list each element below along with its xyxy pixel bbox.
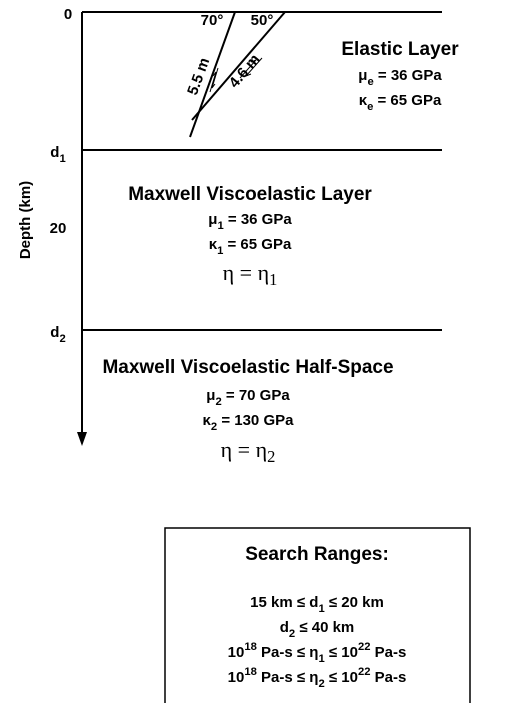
subscript: 2 bbox=[215, 396, 221, 408]
subscript: 1 bbox=[318, 603, 324, 615]
text-part: = 36 GPa bbox=[224, 211, 293, 228]
text-part: Pa-s ≤ η bbox=[257, 669, 319, 686]
text-part: μ bbox=[206, 387, 215, 404]
layer-property: μ1 = 36 GPa bbox=[208, 211, 292, 232]
subscript: 1 bbox=[318, 653, 324, 665]
text-part: d bbox=[280, 619, 289, 636]
text-part: Pa-s bbox=[370, 644, 406, 661]
fault bbox=[189, 11, 236, 138]
text-part: 10 bbox=[228, 644, 245, 661]
text-part: = 130 GPa bbox=[217, 412, 294, 429]
axis-arrow bbox=[77, 432, 87, 446]
search-title: Search Ranges: bbox=[245, 544, 389, 565]
superscript: 22 bbox=[358, 641, 371, 653]
text-part: ≤ 10 bbox=[325, 669, 358, 686]
subscript: 2 bbox=[318, 678, 324, 690]
text-part: κ bbox=[209, 236, 218, 253]
fault-angle: 50° bbox=[251, 12, 274, 29]
subscript: 1 bbox=[269, 270, 277, 289]
layer-property: η = η2 bbox=[221, 437, 276, 466]
search-box bbox=[164, 527, 471, 703]
layer-title: Maxwell Viscoelastic Half-Space bbox=[102, 357, 393, 378]
text-part: 10 bbox=[228, 669, 245, 686]
text-part: = 70 GPa bbox=[222, 387, 291, 404]
layer-property: μ2 = 70 GPa bbox=[206, 387, 290, 408]
text-part: = 65 GPa bbox=[373, 92, 442, 109]
superscript: 18 bbox=[244, 641, 257, 653]
text-part: 15 km ≤ d bbox=[250, 594, 318, 611]
slip-arrows bbox=[239, 57, 263, 79]
search-range: d2 ≤ 40 km bbox=[280, 619, 355, 640]
fault-angle: 70° bbox=[201, 12, 224, 29]
fault bbox=[191, 11, 286, 121]
text-part: ≤ 40 km bbox=[295, 619, 354, 636]
text-part: η = η bbox=[221, 437, 267, 462]
subscript: 2 bbox=[267, 447, 275, 466]
depth-tick: d2 bbox=[50, 324, 65, 345]
search-range: 1018 Pa-s ≤ η2 ≤ 1022 Pa-s bbox=[228, 666, 407, 690]
subscript: 1 bbox=[217, 245, 223, 257]
layer-title: Maxwell Viscoelastic Layer bbox=[128, 184, 372, 205]
depth-tick: 20 bbox=[50, 220, 67, 237]
subscript: 2 bbox=[211, 421, 217, 433]
text-part: ≤ 20 km bbox=[325, 594, 384, 611]
layer-title: Elastic Layer bbox=[341, 39, 459, 60]
subscript: e bbox=[367, 101, 373, 113]
layer-property: κe = 65 GPa bbox=[359, 92, 442, 113]
subscript: e bbox=[367, 76, 373, 88]
search-range: 15 km ≤ d1 ≤ 20 km bbox=[250, 594, 384, 615]
text-part: d bbox=[50, 324, 59, 341]
text-part: η = η bbox=[223, 260, 269, 285]
axis-label: Depth (km) bbox=[17, 181, 34, 259]
text-part: ≤ 10 bbox=[325, 644, 358, 661]
subscript: 1 bbox=[217, 220, 223, 232]
text-part: 20 bbox=[50, 220, 67, 237]
depth-tick: d1 bbox=[50, 144, 65, 165]
subscript: 1 bbox=[59, 153, 65, 165]
layer-property: μe = 36 GPa bbox=[358, 67, 442, 88]
text-part: 0 bbox=[64, 6, 72, 23]
layer-property: κ1 = 65 GPa bbox=[209, 236, 292, 257]
slip-arrows bbox=[209, 67, 219, 93]
layer-property: η = η1 bbox=[223, 260, 278, 289]
text-part: κ bbox=[359, 92, 368, 109]
text-part: = 65 GPa bbox=[223, 236, 292, 253]
fault-slip: 5.5 m bbox=[184, 56, 213, 98]
subscript: 2 bbox=[289, 628, 295, 640]
text-part: Pa-s bbox=[370, 669, 406, 686]
superscript: 18 bbox=[244, 666, 257, 678]
search-range: 1018 Pa-s ≤ η1 ≤ 1022 Pa-s bbox=[228, 641, 407, 665]
text-part: d bbox=[50, 144, 59, 161]
subscript: 2 bbox=[59, 333, 65, 345]
layer-property: κ2 = 130 GPa bbox=[203, 412, 295, 433]
depth-tick: 0 bbox=[64, 6, 72, 23]
text-part: Pa-s ≤ η bbox=[257, 644, 319, 661]
text-part: = 36 GPa bbox=[374, 67, 443, 84]
text-part: μ bbox=[208, 211, 217, 228]
fault-slip: 4.6 m bbox=[226, 51, 264, 91]
superscript: 22 bbox=[358, 666, 371, 678]
text-part: μ bbox=[358, 67, 367, 84]
text-part: κ bbox=[203, 412, 212, 429]
